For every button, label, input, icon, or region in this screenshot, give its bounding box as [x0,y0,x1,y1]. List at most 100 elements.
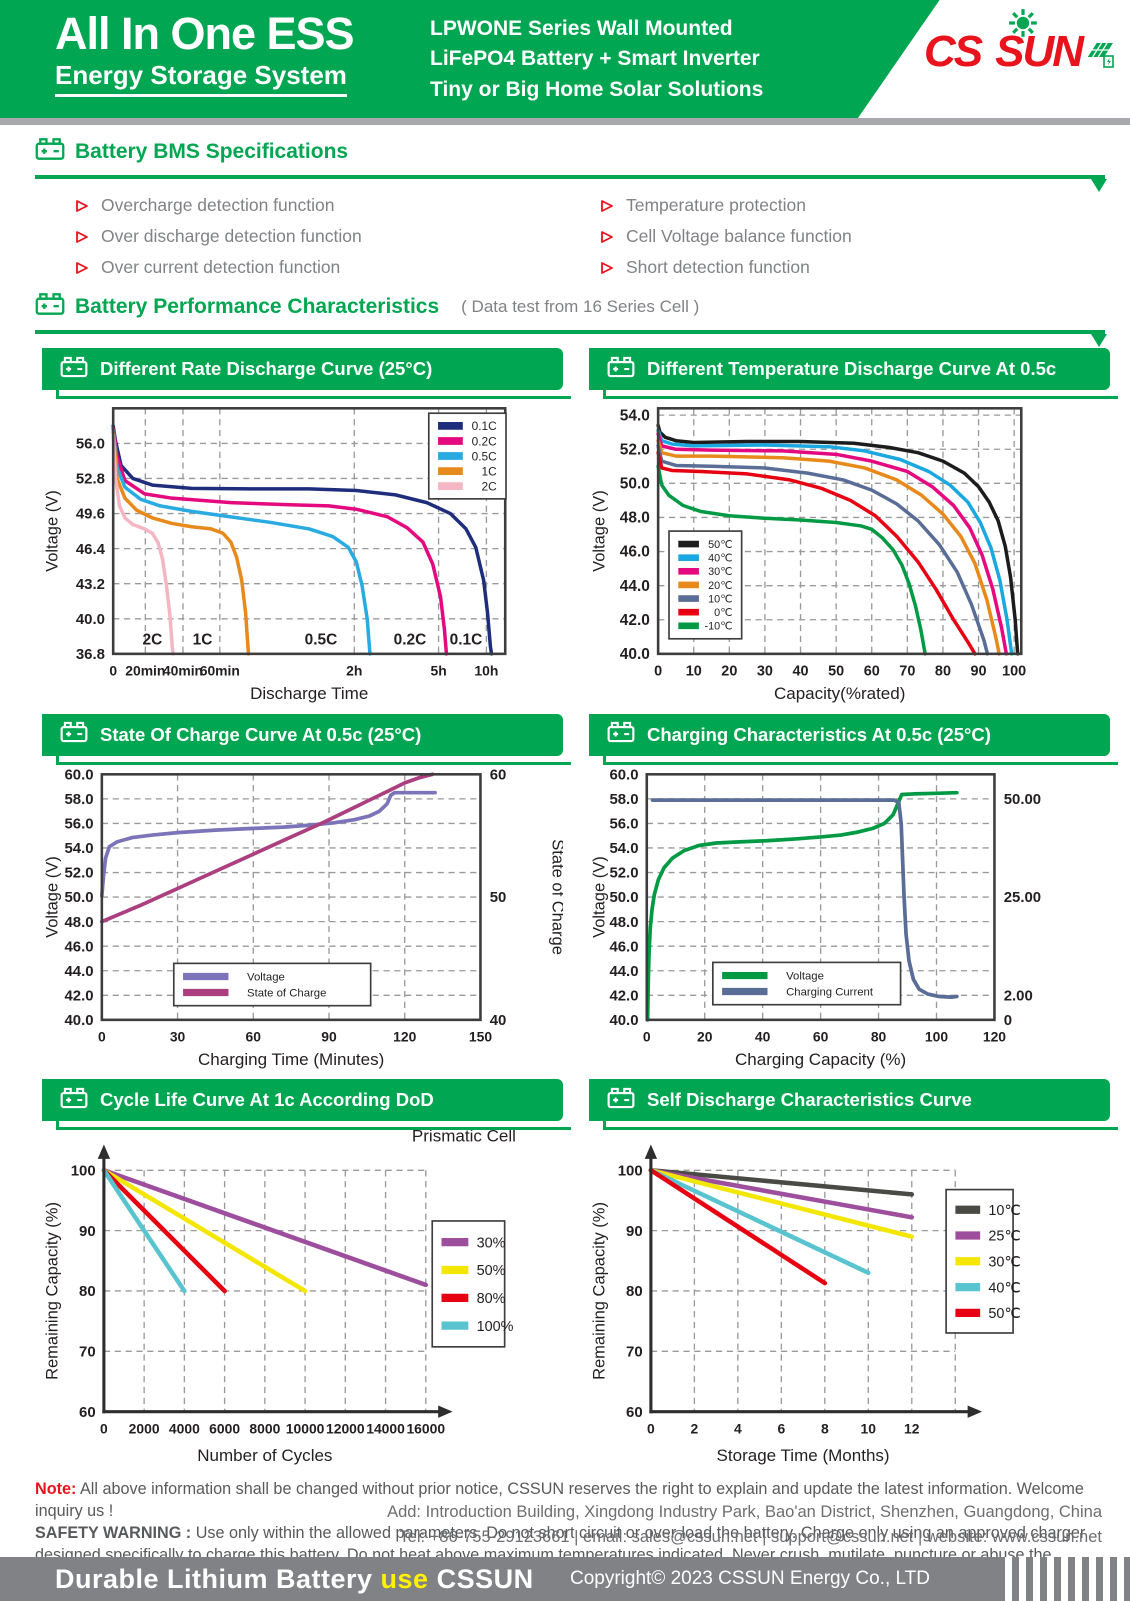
svg-text:60: 60 [246,1028,262,1044]
svg-text:10: 10 [861,1420,877,1436]
list-item: Overcharge detection function [75,195,600,216]
content: Battery BMS Specifications Overcharge de… [0,125,1130,1601]
chart-title: Self Discharge Characteristics Curve [647,1089,972,1110]
arrow-bullet-icon [76,261,88,274]
green-divider [35,330,1107,347]
svg-text:50.0: 50.0 [609,889,638,906]
svg-text:Voltage (V): Voltage (V) [590,490,608,572]
battery-icon [60,1087,88,1114]
svg-text:100: 100 [618,1162,643,1179]
svg-text:30: 30 [757,664,773,680]
svg-text:Voltage: Voltage [247,971,285,983]
svg-text:42.0: 42.0 [609,987,638,1004]
chart-title-bar: Charging Characteristics At 0.5c (25°C) [589,713,1118,765]
svg-text:60: 60 [79,1404,96,1421]
barcode-decoration [1005,1557,1124,1601]
svg-text:44.0: 44.0 [65,962,94,979]
svg-text:40: 40 [755,1028,771,1044]
svg-text:30℃: 30℃ [708,566,732,578]
svg-text:58.0: 58.0 [65,791,94,808]
note-label: Note: [35,1480,77,1499]
svg-text:20min: 20min [125,663,165,679]
section-performance-note: ( Data test from 16 Series Cell ) [461,297,700,316]
chart-rate-discharge: 56.0 52.8 49.6 46.4 43.2 40.0 36.80 20min40min6… [43,407,507,703]
svg-text:60.0: 60.0 [609,766,638,783]
chart-charging-characteristics: 60.0 58.0 56.0 54.0 52.0 50.0 48.0 46.0 44.0 42.0… [590,766,1041,1069]
svg-text:16000: 16000 [406,1420,445,1436]
svg-text:0.1C: 0.1C [450,632,483,649]
section-bms-title: Battery BMS Specifications [75,140,349,163]
svg-text:50.00: 50.00 [1004,791,1041,808]
svg-text:2000: 2000 [129,1420,160,1436]
svg-text:40℃: 40℃ [988,1280,1020,1296]
svg-text:56.0: 56.0 [65,815,94,832]
svg-text:20: 20 [721,664,737,680]
svg-text:0: 0 [109,663,117,679]
logo-text-cs: CS [923,27,983,76]
svg-text:Remaining Capacity (%): Remaining Capacity (%) [590,1202,608,1380]
svg-text:25℃: 25℃ [988,1229,1020,1245]
svg-text:0℃: 0℃ [714,607,732,619]
green-divider [35,175,1107,192]
svg-text:100: 100 [1002,664,1026,680]
svg-text:30%: 30% [477,1235,506,1251]
svg-text:60.0: 60.0 [65,766,94,783]
section-bms-heading: Battery BMS Specifications [0,137,1130,167]
tagline-line: Tiny or Big Home Solar Solutions [430,77,764,101]
svg-text:50.0: 50.0 [65,889,94,906]
chart-cycle-life: 100 90 80 70 600 2000 4000 6000 8000 10000 12000 14… [43,1129,516,1465]
svg-text:0: 0 [1004,1012,1012,1029]
svg-text:46.0: 46.0 [609,938,638,955]
svg-text:Voltage (V): Voltage (V) [43,490,61,572]
svg-text:90: 90 [79,1223,96,1240]
svg-text:Discharge Time: Discharge Time [250,684,368,703]
svg-text:10℃: 10℃ [988,1203,1020,1219]
header-brand-block: All In One ESS Energy Storage System [55,8,355,97]
svg-text:60min: 60min [200,663,240,679]
svg-text:Remaining Capacity (%): Remaining Capacity (%) [43,1202,61,1380]
svg-text:43.2: 43.2 [76,576,105,593]
battery-icon [35,137,65,167]
svg-text:40min: 40min [163,663,203,679]
tagline-line: LiFePO4 Battery + Smart Inverter [430,47,760,71]
arrow-bullet-icon [601,230,613,243]
svg-text:Voltage (V): Voltage (V) [43,856,61,938]
svg-text:54.0: 54.0 [620,407,650,424]
chart-title: Charging Characteristics At 0.5c (25°C) [647,723,991,745]
svg-text:4000: 4000 [169,1420,200,1436]
svg-text:2.00: 2.00 [1004,987,1033,1004]
list-item: Short detection function [600,257,852,278]
chart-title-bar: Self Discharge Characteristics Curve [589,1079,1118,1130]
chart-title-bar: Different Temperature Discharge Curve At… [589,348,1118,399]
svg-text:5h: 5h [430,663,446,679]
svg-text:0: 0 [100,1420,108,1436]
svg-text:36.8: 36.8 [76,646,105,663]
svg-text:60: 60 [626,1404,643,1421]
svg-text:0.2C: 0.2C [394,632,427,649]
solar-house-icon [1084,35,1116,74]
list-item: Temperature protection [600,195,852,216]
svg-text:42.0: 42.0 [620,612,650,629]
list-item: Over current detection function [75,257,600,278]
chart-title-bar: Cycle Life Curve At 1c According DoD [42,1079,571,1130]
svg-text:60: 60 [490,766,507,783]
list-item-label: Cell Voltage balance function [626,226,852,246]
svg-text:70: 70 [626,1343,643,1360]
battery-icon [60,721,88,748]
svg-text:Voltage (V): Voltage (V) [590,856,608,938]
page-title: All In One ESS [55,8,355,59]
svg-text:52.8: 52.8 [76,471,105,488]
page-subtitle: Energy Storage System [55,60,347,97]
svg-text:Prismatic Cell: Prismatic Cell [412,1129,516,1145]
svg-text:52.0: 52.0 [609,864,638,881]
logo-text-sun: SUN [995,27,1084,76]
svg-text:70: 70 [899,664,915,680]
svg-text:8: 8 [821,1420,829,1436]
svg-text:2C: 2C [143,632,163,649]
svg-text:80: 80 [871,1028,887,1044]
tagline-brand: CSSUN [428,1563,534,1594]
svg-text:42.0: 42.0 [65,987,94,1004]
svg-text:14000: 14000 [366,1420,405,1436]
svg-text:54.0: 54.0 [609,840,638,857]
list-item-label: Short detection function [626,257,810,277]
